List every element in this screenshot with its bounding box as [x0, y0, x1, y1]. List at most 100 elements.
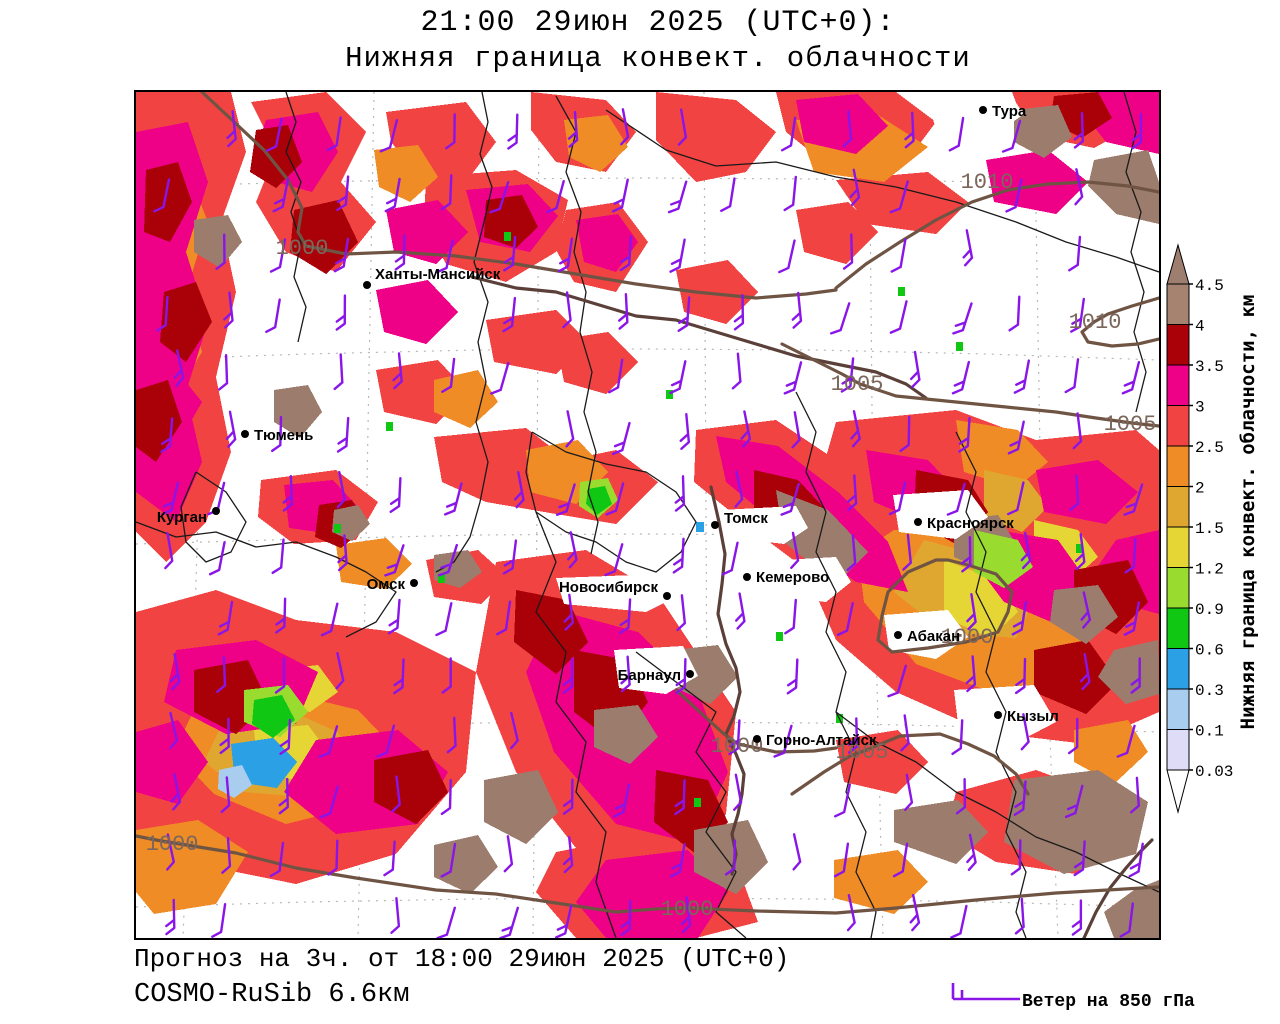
wind-barb: [217, 600, 234, 636]
wind-barb: [169, 653, 181, 691]
city-marker: [686, 670, 694, 678]
wind-barb: [211, 903, 227, 938]
wind-barb: [1123, 483, 1144, 516]
wind-barb: [218, 354, 229, 391]
city-marker: [914, 518, 922, 526]
colorbar-tick-label: 2: [1195, 480, 1205, 498]
wind-barb: [1070, 297, 1085, 333]
wind-barb: [966, 593, 977, 631]
wind-barb: [909, 350, 921, 389]
city-label: Горно-Алтайск: [766, 732, 877, 749]
wind-barb: [1013, 780, 1027, 816]
wind-barb: [336, 471, 346, 509]
wind-barb: [958, 416, 971, 453]
wind-barb: [833, 842, 850, 878]
isobar-label: 1005: [836, 740, 889, 765]
wind-barb: [393, 658, 405, 695]
wind-barb: [780, 116, 797, 152]
wind-barb: [778, 239, 796, 274]
wind-barb: [966, 833, 977, 872]
wind-barb: [502, 539, 518, 575]
wind-barb: [1067, 717, 1079, 755]
wind-barb: [674, 475, 686, 512]
wind-barb: [1131, 112, 1143, 150]
wind-barb: [562, 778, 574, 815]
wind-barb: [1007, 420, 1025, 455]
wind-barb: [496, 600, 512, 636]
wind-barb: [156, 295, 169, 332]
wind-barb: [387, 598, 401, 635]
wind-barb: [335, 294, 347, 331]
wind-barb: [440, 778, 452, 816]
city-label: Кызыл: [1007, 708, 1059, 725]
wind-barb: [282, 475, 294, 512]
wind-barb: [669, 843, 686, 878]
wind-barb-legend-icon: [951, 983, 1020, 1001]
wind-barb: [1073, 112, 1085, 149]
wind-barb: [225, 410, 237, 448]
city-label: Кемерово: [756, 569, 829, 586]
city-label: Томск: [724, 510, 768, 527]
wind-barb: [1010, 839, 1022, 876]
wind-barb: [503, 235, 517, 272]
wind-barb: [1079, 653, 1091, 691]
forecast-map: 1000 1010 1010 1005 1005 1000 1000 1005 1000 1000…: [134, 90, 1161, 940]
wind-barb: [1071, 899, 1083, 936]
wind-barb: [562, 657, 574, 694]
wind-barb: [274, 657, 286, 694]
wind-barb: [783, 361, 803, 395]
colorbar-segment: [1166, 405, 1190, 447]
wind-barb: [667, 180, 688, 214]
city-label: Тура: [992, 103, 1027, 120]
wind-barb: [441, 357, 456, 393]
wind-barb: [337, 534, 348, 572]
colorbar-segment: [1166, 526, 1190, 568]
wind-barb: [721, 541, 739, 576]
wind-barb: [562, 836, 574, 874]
wind-barb: [887, 664, 907, 698]
wind-barb: [733, 293, 745, 331]
city-marker: [663, 592, 671, 600]
forecast-info-text: Прогноз на 3ч. от 18:00 29июн 2025 (UTC+…: [134, 944, 790, 974]
wind-barb: [840, 357, 855, 393]
admin-borders: [136, 92, 1159, 938]
colorbar-tick-label: 3: [1195, 399, 1205, 417]
wind-barb: [836, 602, 854, 637]
colorbar-tick-label: 4.5: [1195, 277, 1224, 295]
wind-barb: [676, 594, 687, 632]
city-marker: [743, 573, 751, 581]
wind-barb: [165, 898, 176, 936]
wind-barb: [336, 416, 350, 453]
wind-barb: [265, 117, 283, 152]
wind-barb: [394, 234, 406, 271]
city-marker: [711, 521, 719, 529]
wind-barb: [889, 180, 909, 214]
colorbar-tick-label: 0.1: [1195, 723, 1224, 741]
city-marker: [753, 735, 761, 743]
colorbar-tick-label: 0.9: [1195, 601, 1224, 619]
wind-barb: [1013, 359, 1030, 394]
wind-barb: [161, 481, 180, 516]
wind-barb: [384, 544, 405, 577]
wind-barb: [269, 841, 285, 878]
wind-barb: [677, 108, 688, 146]
wind-barb: [1116, 724, 1136, 758]
wind-barb: [951, 360, 970, 395]
wind-barb: [169, 711, 179, 750]
wind-barb: [618, 292, 629, 330]
wind-barb: [1130, 657, 1141, 694]
wind-barb: [446, 716, 457, 754]
wind-barb: [1073, 840, 1086, 877]
wind-barb: [440, 842, 457, 878]
wind-barb: [669, 360, 687, 395]
model-name-text: COSMO-RuSib 6.6км: [134, 980, 410, 1010]
wind-legend-label: Ветер на 850 гПа: [1022, 992, 1195, 1012]
wind-barb: [677, 296, 691, 332]
wind-barb: [318, 725, 339, 758]
wind-barb: [436, 906, 456, 938]
colorbar-tick-label: 4: [1195, 318, 1205, 336]
city-label: Курган: [157, 509, 207, 526]
wind-barb: [326, 116, 342, 152]
wind-barb: [554, 904, 573, 938]
wind-barb: [784, 598, 797, 635]
